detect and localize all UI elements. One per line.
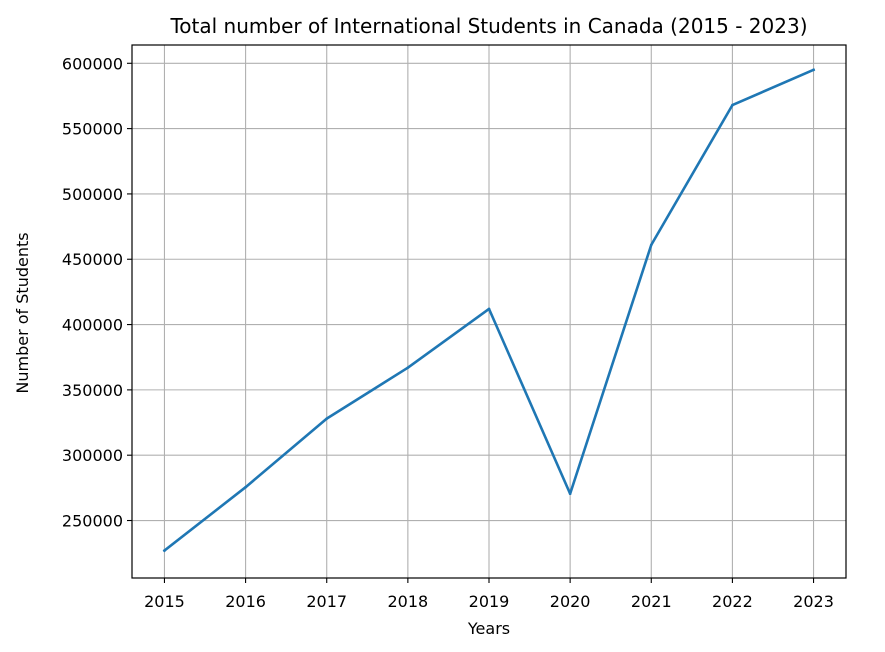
y-tick-label: 500000 xyxy=(62,185,123,204)
x-tick-label: 2021 xyxy=(631,592,672,611)
chart-title: Total number of International Students i… xyxy=(169,14,807,38)
data-point xyxy=(406,366,410,369)
x-axis: 2015 2016 2017 2018 2019 2020 2021 2022 2023 xyxy=(144,578,834,611)
y-axis-label: Number of Students xyxy=(13,232,32,393)
data-point xyxy=(731,103,734,107)
y-tick-label: 550000 xyxy=(62,120,123,139)
x-tick-label: 2022 xyxy=(712,592,753,611)
y-axis: 250000 300000 350000 400000 450000 500000 5500… xyxy=(62,54,132,531)
y-tick-label: 400000 xyxy=(62,316,123,335)
grid xyxy=(132,45,846,578)
x-tick-label: 2017 xyxy=(306,592,347,611)
y-tick-label: 600000 xyxy=(62,54,123,73)
data-point xyxy=(649,243,653,247)
x-tick-label: 2018 xyxy=(388,592,429,611)
data-point xyxy=(568,492,572,496)
y-tick-label: 300000 xyxy=(62,446,123,465)
data-point xyxy=(244,485,247,489)
x-axis-label: Years xyxy=(467,619,510,638)
data-point xyxy=(812,68,815,72)
y-tick-label: 450000 xyxy=(62,250,123,269)
x-tick-label: 2020 xyxy=(550,592,591,611)
x-tick-label: 2016 xyxy=(225,592,266,611)
data-point xyxy=(163,549,166,552)
x-tick-label: 2015 xyxy=(144,592,185,611)
series-layer xyxy=(162,68,816,553)
y-tick-label: 350000 xyxy=(62,381,123,400)
x-tick-label: 2023 xyxy=(793,592,834,611)
data-point xyxy=(325,417,329,420)
data-point xyxy=(487,307,491,311)
y-tick-label: 250000 xyxy=(62,512,123,531)
x-tick-label: 2019 xyxy=(469,592,510,611)
